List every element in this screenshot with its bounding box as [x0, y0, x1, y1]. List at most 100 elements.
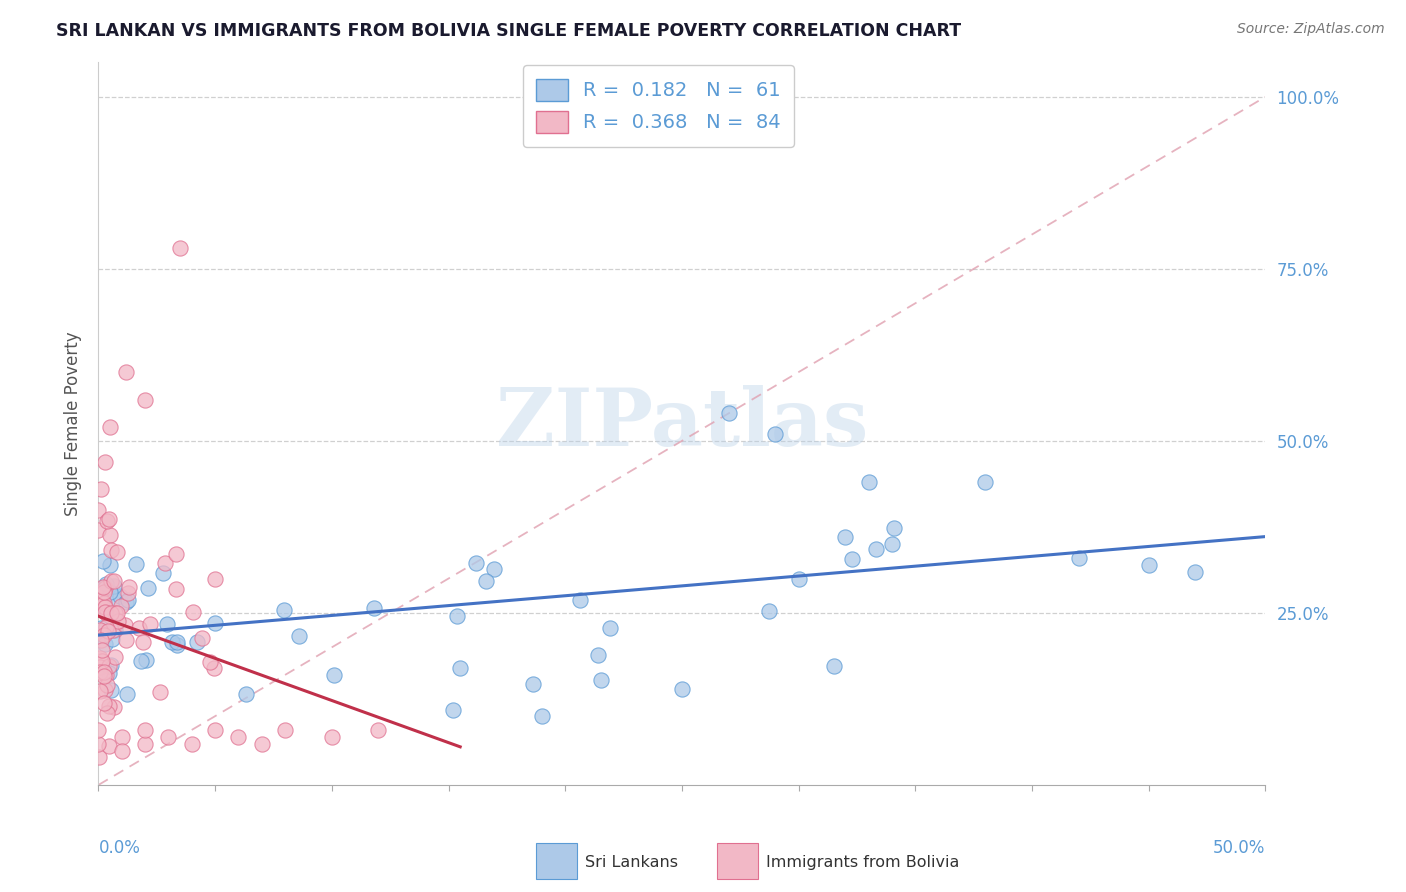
Point	[135, 652, 157, 666]
Point	[105, 544, 128, 558]
Point	[97, 665, 120, 680]
Point	[97, 739, 120, 753]
Point	[588, 648, 610, 663]
Point	[363, 600, 385, 615]
Point	[100, 543, 122, 558]
FancyBboxPatch shape	[717, 843, 758, 879]
Point	[100, 682, 122, 697]
Point	[288, 629, 311, 643]
Point	[758, 604, 780, 618]
Point	[787, 572, 810, 586]
Point	[482, 561, 505, 575]
Point	[181, 606, 204, 620]
Point	[93, 628, 115, 642]
Point	[93, 585, 115, 599]
Point	[530, 709, 553, 723]
Point	[94, 637, 117, 651]
Point	[273, 603, 295, 617]
Point	[149, 685, 172, 699]
Point	[204, 572, 226, 586]
Point	[91, 580, 114, 594]
Point	[114, 595, 136, 609]
Point	[322, 668, 344, 682]
Point	[166, 638, 188, 652]
Point	[103, 574, 125, 588]
Point	[94, 667, 117, 681]
Point	[880, 537, 903, 551]
Point	[449, 660, 471, 674]
Point	[91, 643, 114, 657]
Point	[101, 632, 124, 646]
Point	[90, 621, 112, 635]
Point	[1067, 550, 1090, 565]
Point	[883, 521, 905, 535]
Point	[763, 427, 786, 442]
Point	[96, 620, 118, 634]
Point	[202, 661, 225, 675]
Point	[160, 634, 183, 648]
Point	[87, 723, 110, 737]
Point	[125, 558, 148, 572]
Point	[858, 475, 880, 490]
Point	[823, 658, 845, 673]
Point	[118, 580, 141, 594]
Point	[103, 579, 125, 593]
Text: ZIPatlas: ZIPatlas	[496, 384, 868, 463]
Point	[465, 556, 488, 570]
Point	[89, 660, 111, 674]
Point	[94, 605, 117, 619]
Point	[98, 528, 121, 542]
Point	[93, 596, 115, 610]
Point	[104, 623, 127, 637]
FancyBboxPatch shape	[536, 843, 576, 879]
Point	[1137, 558, 1160, 572]
Point	[235, 687, 257, 701]
Point	[128, 621, 150, 635]
Point	[153, 556, 176, 570]
Point	[165, 547, 187, 561]
Point	[117, 593, 139, 607]
Point	[89, 633, 111, 648]
Point	[97, 699, 120, 714]
Point	[446, 609, 468, 624]
Point	[589, 673, 612, 688]
Point	[474, 574, 496, 588]
Point	[90, 654, 112, 668]
Point	[865, 542, 887, 557]
Point	[100, 585, 122, 599]
Point	[1184, 565, 1206, 579]
Point	[100, 607, 122, 621]
Point	[107, 615, 129, 629]
Point	[568, 592, 591, 607]
Legend: R =  0.182   N =  61, R =  0.368   N =  84: R = 0.182 N = 61, R = 0.368 N = 84	[523, 65, 794, 147]
Point	[139, 617, 162, 632]
Point	[204, 723, 226, 737]
Point	[166, 635, 188, 649]
Point	[198, 655, 221, 669]
Point	[96, 678, 118, 692]
Point	[115, 688, 138, 702]
Point	[90, 482, 112, 496]
Point	[152, 566, 174, 581]
Point	[204, 615, 226, 630]
Point	[103, 591, 125, 606]
Point	[87, 502, 110, 516]
Point	[101, 623, 124, 637]
Point	[93, 599, 115, 614]
Point	[89, 623, 111, 637]
Point	[96, 607, 118, 622]
Point	[671, 681, 693, 696]
Point	[443, 703, 465, 717]
Point	[87, 737, 110, 751]
Point	[250, 737, 273, 751]
Point	[134, 392, 156, 407]
Point	[114, 633, 136, 648]
Point	[180, 737, 202, 751]
Point	[94, 581, 117, 595]
Point	[89, 684, 111, 698]
Point	[165, 582, 187, 596]
Point	[834, 530, 856, 544]
Point	[111, 730, 134, 744]
Point	[717, 406, 740, 420]
Point	[186, 635, 208, 649]
